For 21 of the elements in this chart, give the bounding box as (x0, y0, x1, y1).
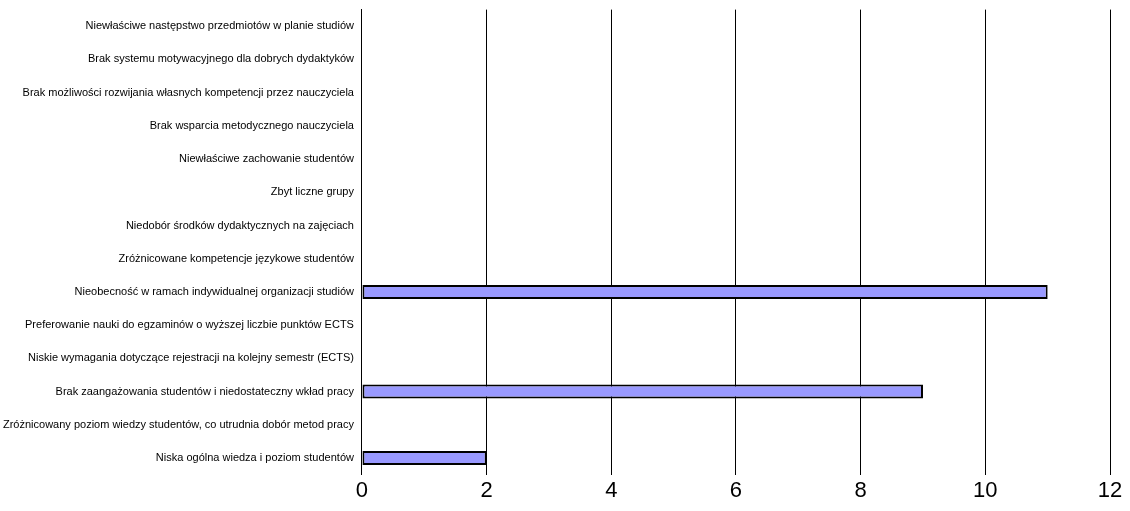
x-tick-label: 4 (605, 476, 618, 502)
y-tick-label: Nieobecność w ramach indywidualnej organizacji studiów (74, 284, 355, 297)
y-tick-label: Niska ogólna wiedza i poziom studentów (155, 451, 355, 464)
y-tick-label: Brak zaangażowania studentów i niedostateczny wkład pracy (55, 384, 355, 397)
y-tick-label: Niedobór środków dydaktycznych na zajęciach (125, 218, 354, 231)
x-tick-label: 6 (729, 476, 743, 502)
y-tick-label: Zróżnicowany poziom wiedzy studentów, co utrudnia dobór metod pracy (2, 417, 355, 430)
y-tick-label: Niewłaściwe następstwo przedmiotów w planie studiów (85, 19, 355, 32)
x-tick-label: 10 (973, 476, 998, 502)
y-tick-label: Brak możliwości rozwijania własnych kompetencji przez nauczyciela (22, 85, 355, 98)
y-tick-label: Brak systemu motywacyjnego dla dobrych dydaktyków (88, 52, 355, 65)
y-tick-label: Zróżnicowane kompetencje językowe studentów (118, 251, 355, 264)
x-tick-label: 0 (355, 476, 369, 502)
y-tick-label: Niewłaściwe zachowanie studentów (179, 152, 355, 165)
y-tick-label: Preferowanie nauki do egzaminów o wyższej liczbie punktów ECTS (25, 318, 354, 331)
x-tick-label: 12 (1097, 476, 1123, 502)
y-tick-label: Niskie wymagania dotyczące rejestracji na kolejny semestr (ECTS) (28, 351, 354, 364)
y-tick-label: Zbyt liczne grupy (270, 185, 355, 198)
y-tick-label: Brak wsparcia metodycznego nauczyciela (149, 118, 355, 131)
x-tick-label: 8 (854, 476, 867, 502)
x-tick-label: 2 (480, 476, 493, 502)
